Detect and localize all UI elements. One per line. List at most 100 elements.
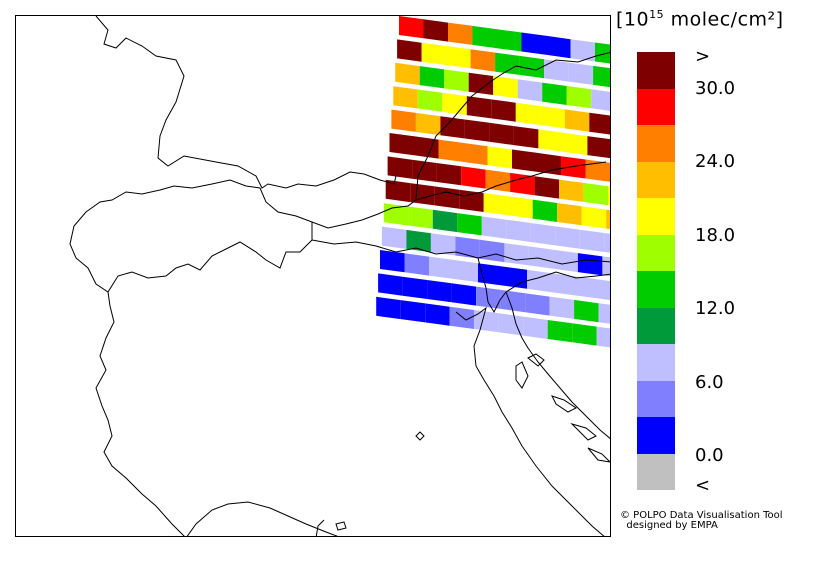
swath-pixel (585, 159, 610, 182)
swath-pixel (583, 182, 609, 206)
swath-pixel (466, 96, 492, 119)
swath-pixel (528, 246, 554, 269)
swath-pixel (521, 32, 546, 55)
swath-pixel (551, 273, 576, 296)
swath-pixel (397, 39, 422, 62)
swath-pixel (549, 296, 575, 319)
swath-pixel (402, 276, 428, 299)
swath-pixel (376, 296, 401, 320)
swath-pixel (498, 313, 524, 336)
swath-pixel (566, 86, 592, 109)
swath-pixel (461, 166, 486, 189)
swath-pixel (391, 109, 416, 132)
swath-pixel (579, 229, 605, 252)
color-legend (637, 52, 675, 490)
swath-pixel (604, 233, 610, 253)
legend-label-12: 12.0 (695, 298, 736, 319)
border-france-east (95, 16, 397, 189)
swath-pixel (519, 55, 545, 79)
swath-pixel (417, 89, 443, 112)
swath-pixel (595, 42, 610, 64)
border-italy-west (95, 291, 185, 536)
border-san-marino (415, 431, 425, 441)
swath-pixel (576, 276, 601, 299)
swath-pixel (446, 46, 471, 69)
island-krk (527, 353, 545, 367)
swath-pixel (381, 226, 407, 249)
swath-pixel (497, 29, 522, 52)
legend-swatch (637, 52, 675, 89)
legend-swatch (637, 344, 675, 381)
map-frame (15, 15, 611, 537)
swath-pixel (534, 176, 560, 199)
swath-pixel (438, 139, 463, 162)
swath-pixel (495, 52, 520, 75)
swath-pixel (464, 119, 490, 142)
swath-pixel (544, 59, 569, 82)
swath-pixel (581, 206, 607, 229)
swath-pixel (574, 299, 599, 323)
swath-pixel (423, 19, 448, 42)
swath-pixel (532, 199, 558, 222)
unit-suffix: molec/cm²] (664, 8, 784, 31)
legend-swatch (637, 234, 675, 271)
swath-pixel (453, 259, 478, 283)
swath-pixel (570, 39, 595, 62)
island-elba (335, 521, 347, 531)
swath-pixel (500, 289, 526, 313)
legend-swatch (637, 380, 675, 417)
swath-pixel (596, 326, 610, 348)
legend-swatch (637, 417, 675, 454)
swath-pixel (479, 239, 505, 263)
swath-pixel (487, 146, 512, 169)
swath-pixel (436, 163, 462, 186)
swath-pixel (587, 136, 610, 159)
swath-pixel (593, 65, 610, 88)
swath-pixel (427, 280, 452, 303)
swath-pixel (389, 133, 414, 156)
swath-pixel (610, 163, 611, 185)
swath-pixel (472, 25, 497, 49)
swath-pixel (559, 179, 584, 202)
swath-pixel (546, 35, 571, 59)
swath-pixel (536, 152, 561, 176)
swath-pixel (380, 250, 405, 273)
legend-label-30: 30.0 (695, 78, 736, 99)
coast-italy-ligurian (186, 501, 339, 536)
unit-prefix: [10 (616, 8, 650, 31)
swath-pixel (457, 213, 482, 236)
border-austria-south (311, 239, 610, 265)
swath-pixel (451, 283, 477, 306)
swath-pixel (470, 49, 496, 72)
coast-croatia (505, 291, 610, 439)
swath-pixel (414, 136, 439, 159)
swath-row (399, 16, 610, 64)
legend-swatch (637, 198, 675, 235)
swath-pixel (378, 273, 403, 296)
swath-pixel (515, 102, 541, 125)
legend-swatch (637, 453, 675, 490)
swath-pixel (393, 86, 418, 109)
swath-pixel (406, 229, 431, 253)
swath-pixel (530, 223, 556, 246)
legend-swatch (637, 88, 675, 125)
swath-pixel (523, 316, 548, 339)
legend-swatch (637, 125, 675, 162)
credit-line-1: © POLPO Data Visualisation Tool (620, 510, 783, 521)
swath-pixel (493, 76, 518, 99)
swath-row (391, 109, 610, 159)
swath-pixel (476, 286, 501, 309)
island-dalmatia-3 (587, 447, 610, 463)
swath-pixel (429, 256, 454, 279)
swath-pixel (513, 126, 539, 149)
swath-pixel (564, 109, 590, 132)
swath-pixel (577, 253, 603, 276)
coast-corsica-tip (315, 519, 325, 536)
swath-pixel (527, 269, 552, 293)
legend-label-below: < (695, 475, 711, 496)
swath-row (395, 62, 610, 111)
swath-pixel (404, 253, 429, 276)
swath-pixel (430, 233, 456, 256)
swath-pixel (525, 293, 550, 316)
swath-pixel (512, 149, 537, 172)
